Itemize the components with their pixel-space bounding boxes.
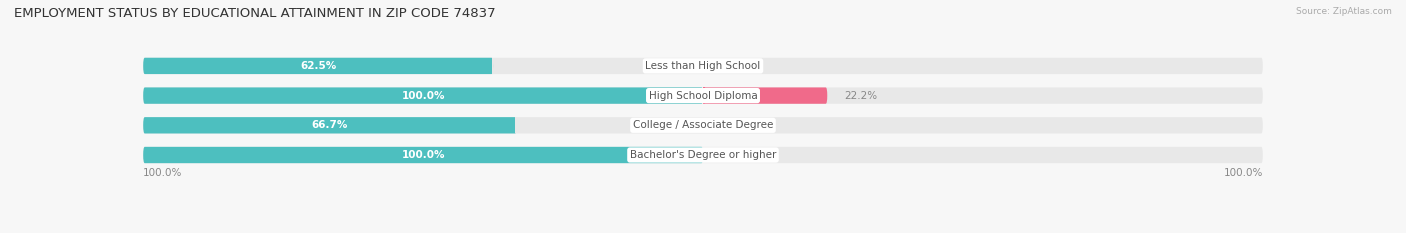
- Text: High School Diploma: High School Diploma: [648, 91, 758, 101]
- Text: 100.0%: 100.0%: [143, 168, 183, 178]
- FancyBboxPatch shape: [143, 87, 703, 104]
- Text: 0.0%: 0.0%: [720, 61, 747, 71]
- Text: Bachelor's Degree or higher: Bachelor's Degree or higher: [630, 150, 776, 160]
- FancyBboxPatch shape: [703, 87, 827, 104]
- Text: 66.7%: 66.7%: [312, 120, 349, 130]
- Text: 22.2%: 22.2%: [844, 91, 877, 101]
- FancyBboxPatch shape: [143, 58, 1263, 74]
- Text: College / Associate Degree: College / Associate Degree: [633, 120, 773, 130]
- FancyBboxPatch shape: [143, 117, 1263, 134]
- Text: 100.0%: 100.0%: [401, 150, 444, 160]
- FancyBboxPatch shape: [143, 147, 1263, 163]
- Text: 0.0%: 0.0%: [720, 120, 747, 130]
- Text: 100.0%: 100.0%: [1223, 168, 1263, 178]
- Text: 0.0%: 0.0%: [720, 150, 747, 160]
- Text: Source: ZipAtlas.com: Source: ZipAtlas.com: [1296, 7, 1392, 16]
- Bar: [703, 87, 704, 104]
- Text: 62.5%: 62.5%: [299, 61, 336, 71]
- Bar: [492, 58, 494, 74]
- Text: EMPLOYMENT STATUS BY EDUCATIONAL ATTAINMENT IN ZIP CODE 74837: EMPLOYMENT STATUS BY EDUCATIONAL ATTAINM…: [14, 7, 496, 20]
- FancyBboxPatch shape: [143, 117, 516, 134]
- Bar: [515, 117, 516, 134]
- FancyBboxPatch shape: [143, 87, 1263, 104]
- FancyBboxPatch shape: [143, 58, 494, 74]
- FancyBboxPatch shape: [143, 147, 703, 163]
- Text: Less than High School: Less than High School: [645, 61, 761, 71]
- Text: 100.0%: 100.0%: [401, 91, 444, 101]
